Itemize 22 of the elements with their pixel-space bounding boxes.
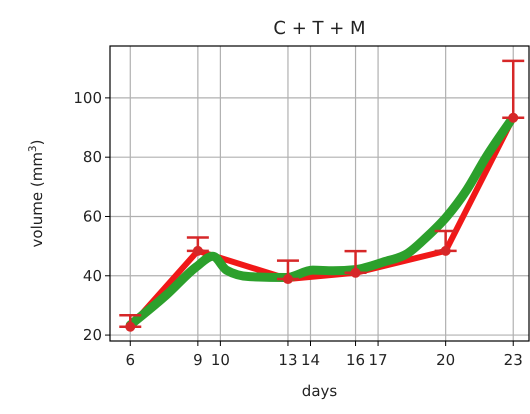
point bbox=[350, 268, 361, 278]
chart-title: C + T + M bbox=[273, 18, 366, 39]
point bbox=[440, 246, 451, 256]
x-tick-label: 13 bbox=[278, 351, 298, 369]
point bbox=[125, 322, 136, 332]
y-tick-label: 40 bbox=[82, 266, 102, 285]
x-tick-label: 6 bbox=[126, 351, 136, 369]
y-tick-label: 100 bbox=[73, 88, 102, 107]
x-tick-label: 20 bbox=[436, 351, 456, 369]
point bbox=[282, 274, 293, 284]
y-tick-label: 60 bbox=[82, 207, 102, 226]
y-tick-label: 80 bbox=[82, 148, 102, 166]
y-tick-label: 20 bbox=[82, 326, 102, 344]
x-tick-label: 23 bbox=[504, 351, 523, 369]
x-tick-label: 9 bbox=[193, 351, 203, 369]
x-axis-title: days bbox=[302, 382, 338, 400]
x-tick-label: 16 bbox=[346, 351, 366, 369]
x-tick-label: 17 bbox=[368, 351, 388, 369]
point bbox=[192, 246, 203, 256]
x-tick-label: 14 bbox=[300, 351, 320, 369]
x-tick-label: 10 bbox=[210, 351, 230, 369]
point bbox=[508, 112, 518, 123]
